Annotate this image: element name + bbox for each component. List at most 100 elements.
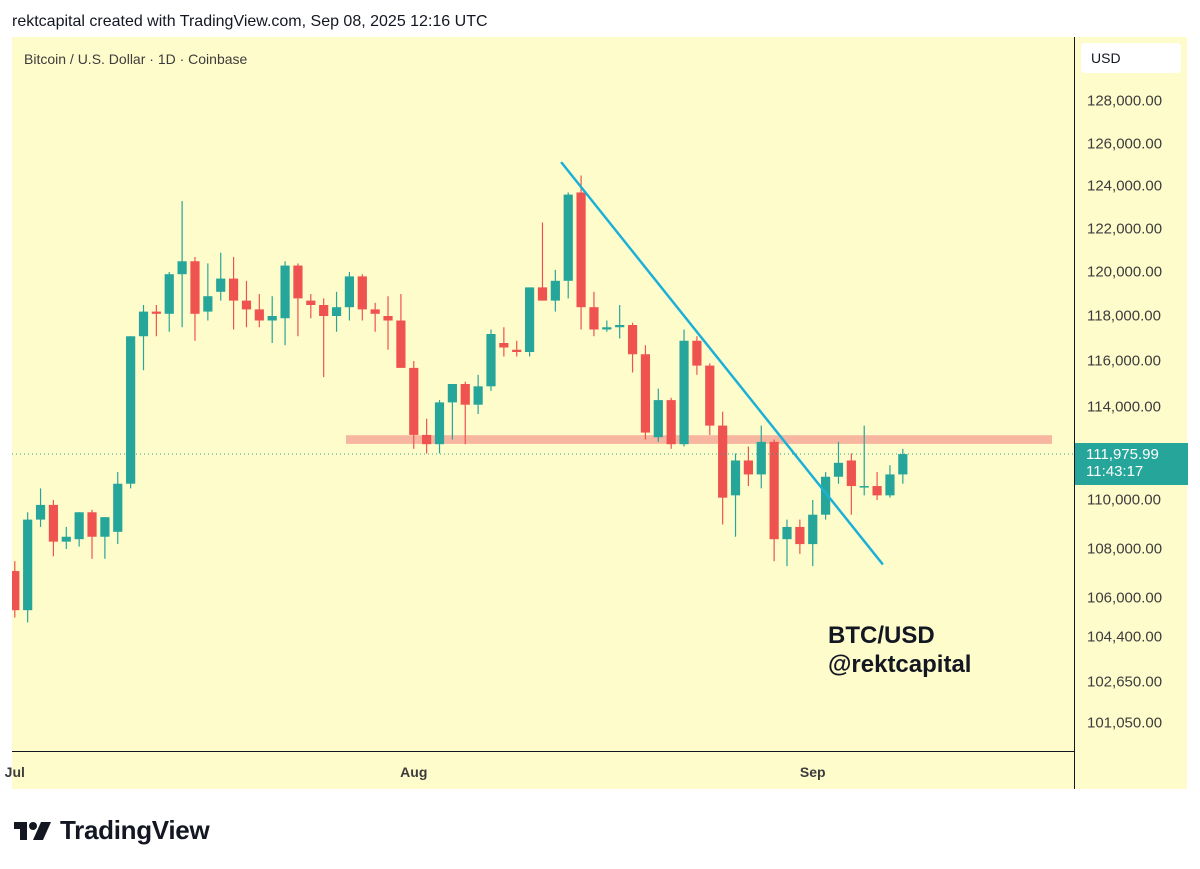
candle[interactable] [679, 329, 689, 447]
tradingview-logo: TradingView [14, 815, 210, 846]
x-tick-label: Jul [4, 764, 25, 780]
candle[interactable] [177, 201, 187, 328]
candle[interactable] [898, 448, 908, 484]
candle[interactable] [12, 561, 20, 618]
trendline[interactable] [560, 161, 884, 565]
candle[interactable] [61, 526, 71, 549]
candle-body [254, 309, 264, 321]
candle-body [705, 365, 715, 426]
time-axis[interactable]: Jul Aug Sep [5, 751, 1074, 789]
candle[interactable] [743, 446, 753, 487]
candle[interactable] [254, 294, 264, 328]
candle-body [113, 483, 123, 532]
candle[interactable] [859, 425, 869, 496]
candle[interactable] [293, 263, 303, 337]
support-zone[interactable] [346, 435, 1052, 444]
candle-body [589, 307, 599, 330]
candle-body [100, 517, 110, 537]
candle[interactable] [216, 252, 226, 301]
candle[interactable] [615, 305, 625, 339]
candle[interactable] [138, 305, 149, 371]
candle[interactable] [344, 272, 355, 321]
currency-label[interactable]: USD [1081, 43, 1181, 73]
candlestick-chart[interactable] [12, 37, 1074, 751]
candle-body [859, 486, 869, 488]
candle[interactable] [228, 256, 239, 330]
candle-body [846, 460, 856, 487]
candle[interactable] [833, 441, 844, 484]
candle-body [331, 307, 342, 316]
symbol-label[interactable]: Bitcoin / U.S. Dollar · 1D · Coinbase [24, 51, 248, 67]
candle[interactable] [486, 329, 496, 391]
candle-body [615, 325, 625, 328]
candle[interactable] [383, 296, 393, 350]
candle-body [808, 514, 818, 545]
candle-body [602, 327, 612, 330]
candle-body [499, 343, 509, 348]
candle[interactable] [666, 397, 676, 449]
candle-body [267, 316, 277, 321]
candle[interactable] [434, 400, 445, 454]
candle[interactable] [821, 472, 831, 520]
candle[interactable] [396, 294, 406, 368]
candle-body [885, 474, 895, 496]
candle[interactable] [563, 192, 573, 299]
candle[interactable] [782, 519, 792, 567]
y-tick-label: 116,000.00 [1087, 352, 1161, 370]
candle[interactable] [23, 512, 33, 623]
candle[interactable] [190, 256, 200, 341]
candle[interactable] [164, 272, 174, 332]
candle[interactable] [705, 363, 715, 435]
candle[interactable] [885, 465, 895, 498]
candle[interactable] [319, 298, 329, 378]
candle[interactable] [499, 327, 509, 357]
candle[interactable] [795, 519, 805, 554]
candle[interactable] [331, 291, 342, 332]
candle-body [190, 261, 200, 314]
chart-pane[interactable]: Bitcoin / U.S. Dollar · 1D · Coinbase BT… [12, 37, 1074, 751]
candle[interactable] [100, 517, 110, 559]
candle[interactable] [537, 222, 548, 301]
candle[interactable] [87, 509, 97, 559]
candle[interactable] [525, 287, 535, 357]
candle[interactable] [203, 263, 213, 321]
candle-body [756, 441, 766, 475]
candle[interactable] [409, 361, 419, 449]
candle[interactable] [422, 418, 432, 454]
candle[interactable] [370, 302, 380, 332]
candle[interactable] [126, 336, 136, 489]
price-axis[interactable]: USD 128,000.00 126,000.00 124,000.00 122,00… [1074, 37, 1188, 789]
candle[interactable] [306, 294, 316, 319]
candle[interactable] [846, 453, 856, 515]
candle[interactable] [872, 472, 882, 500]
candle[interactable] [267, 296, 277, 343]
candle[interactable] [769, 439, 779, 562]
candle[interactable] [447, 384, 457, 440]
candle-body [177, 261, 187, 275]
candle[interactable] [74, 512, 84, 547]
candle[interactable] [241, 280, 252, 328]
candle[interactable] [808, 500, 818, 567]
candle[interactable] [280, 261, 290, 346]
candle[interactable] [151, 305, 161, 337]
candle[interactable] [730, 453, 741, 537]
candle[interactable] [512, 340, 522, 357]
candle[interactable] [113, 472, 123, 545]
candle[interactable] [473, 374, 483, 414]
y-tick-label: 108,000.00 [1087, 540, 1163, 558]
candle[interactable] [653, 388, 663, 442]
candle[interactable] [627, 322, 638, 373]
candle[interactable] [602, 320, 612, 332]
candle[interactable] [576, 175, 586, 330]
candle[interactable] [550, 269, 560, 312]
candle-body [409, 367, 419, 435]
candle[interactable] [357, 274, 367, 321]
candle[interactable] [756, 425, 766, 489]
candle[interactable] [35, 488, 46, 527]
candle[interactable] [48, 500, 59, 557]
candle[interactable] [640, 345, 651, 440]
candle[interactable] [718, 411, 728, 525]
candle[interactable] [692, 336, 702, 375]
candle[interactable] [589, 291, 599, 337]
candle[interactable] [460, 381, 470, 445]
